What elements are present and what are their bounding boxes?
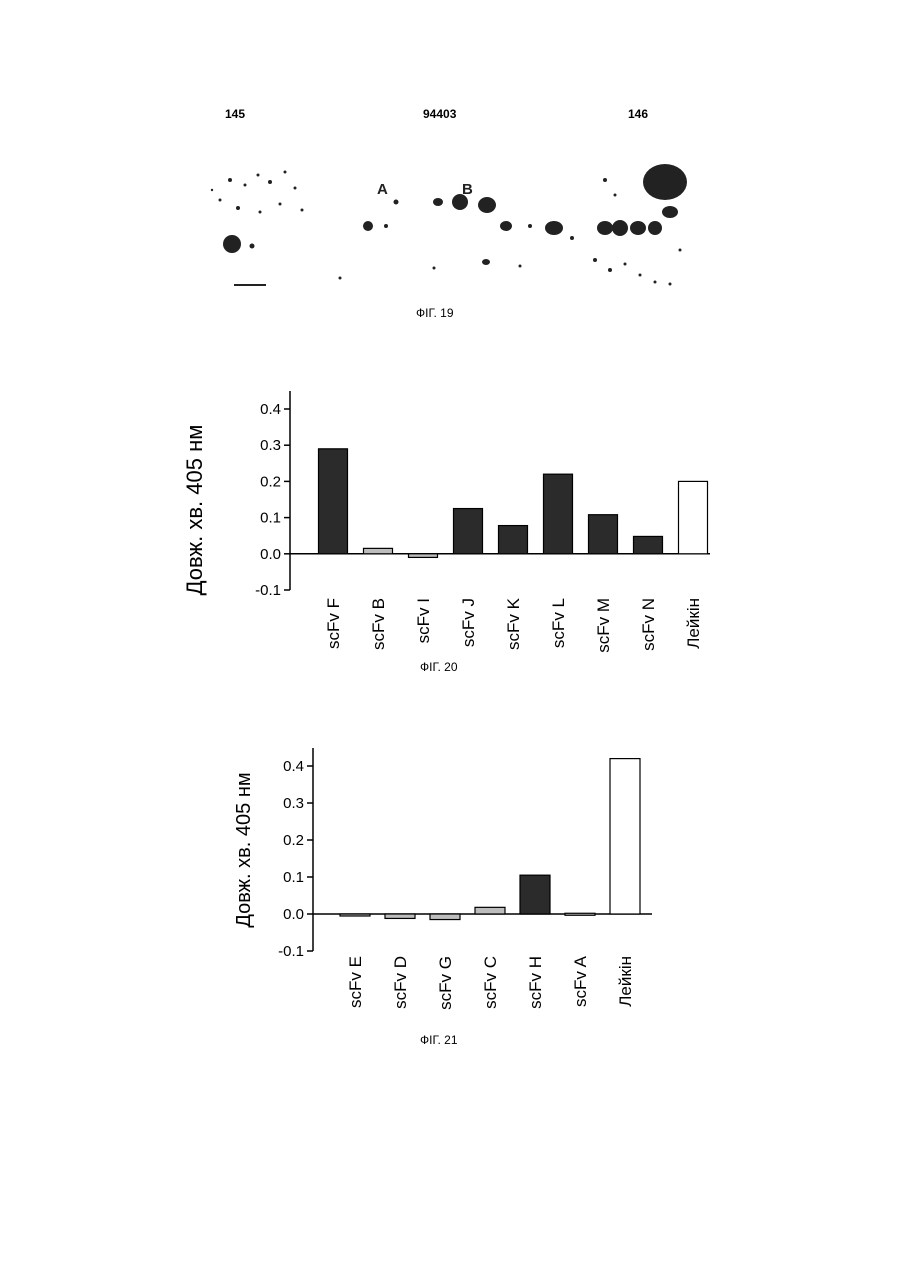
category-label: scFv F bbox=[324, 598, 343, 649]
category-label: scFv I bbox=[414, 598, 433, 643]
category-label: scFv M bbox=[594, 598, 613, 653]
y-tick-label: 0.2 bbox=[283, 832, 304, 849]
category-label: scFv N bbox=[639, 598, 658, 651]
y-tick-label: -0.1 bbox=[255, 582, 281, 599]
bar bbox=[589, 515, 618, 554]
bar bbox=[520, 875, 550, 914]
page-number-left: 145 bbox=[225, 107, 245, 121]
category-label: scFv C bbox=[481, 956, 500, 1009]
bar bbox=[565, 913, 595, 915]
y-axis-label: Довж. хв. 405 нм bbox=[182, 425, 207, 596]
bar bbox=[679, 481, 708, 553]
y-tick-label: 0.4 bbox=[283, 758, 304, 775]
y-tick-label: -0.1 bbox=[278, 943, 304, 960]
patent-number: 94403 bbox=[423, 107, 456, 121]
category-label: scFv L bbox=[549, 598, 568, 648]
category-label: scFv A bbox=[571, 955, 590, 1007]
bar bbox=[364, 548, 393, 553]
y-tick-label: 0.0 bbox=[260, 546, 281, 563]
page-number-right: 146 bbox=[628, 107, 648, 121]
bar bbox=[409, 554, 438, 558]
bar bbox=[610, 759, 640, 914]
y-tick-label: 0.4 bbox=[260, 401, 281, 418]
category-label: scFv D bbox=[391, 956, 410, 1009]
category-label: scFv E bbox=[346, 956, 365, 1008]
figure20-caption: ФІГ. 20 bbox=[420, 660, 458, 674]
y-tick-label: 0.1 bbox=[260, 510, 281, 527]
category-label: scFv B bbox=[369, 598, 388, 650]
y-tick-label: 0.3 bbox=[260, 437, 281, 454]
y-axis-label: Довж. хв. 405 нм bbox=[233, 772, 255, 927]
bar bbox=[319, 449, 348, 554]
bar bbox=[430, 914, 460, 920]
bar bbox=[475, 907, 505, 914]
y-tick-label: 0.2 bbox=[260, 473, 281, 490]
bar bbox=[385, 914, 415, 918]
category-label: scFv G bbox=[436, 956, 455, 1010]
y-tick-label: 0.3 bbox=[283, 795, 304, 812]
category-label: scFv K bbox=[504, 597, 523, 650]
bar bbox=[544, 474, 573, 554]
bar bbox=[454, 509, 483, 554]
figure19-caption: ФІГ. 19 bbox=[416, 306, 454, 320]
y-tick-label: 0.1 bbox=[283, 869, 304, 886]
y-tick-label: 0.0 bbox=[283, 906, 304, 923]
category-label: Лейкін bbox=[616, 956, 635, 1007]
category-label: scFv J bbox=[459, 598, 478, 647]
bar bbox=[499, 526, 528, 554]
figure19-blot-image: A B bbox=[200, 160, 690, 290]
category-label: Лейкін bbox=[684, 598, 703, 649]
bar bbox=[634, 536, 663, 553]
blot-label-a: A bbox=[377, 181, 388, 198]
figure21-caption: ФІГ. 21 bbox=[420, 1033, 458, 1047]
category-label: scFv H bbox=[526, 956, 545, 1009]
bar bbox=[340, 914, 370, 916]
